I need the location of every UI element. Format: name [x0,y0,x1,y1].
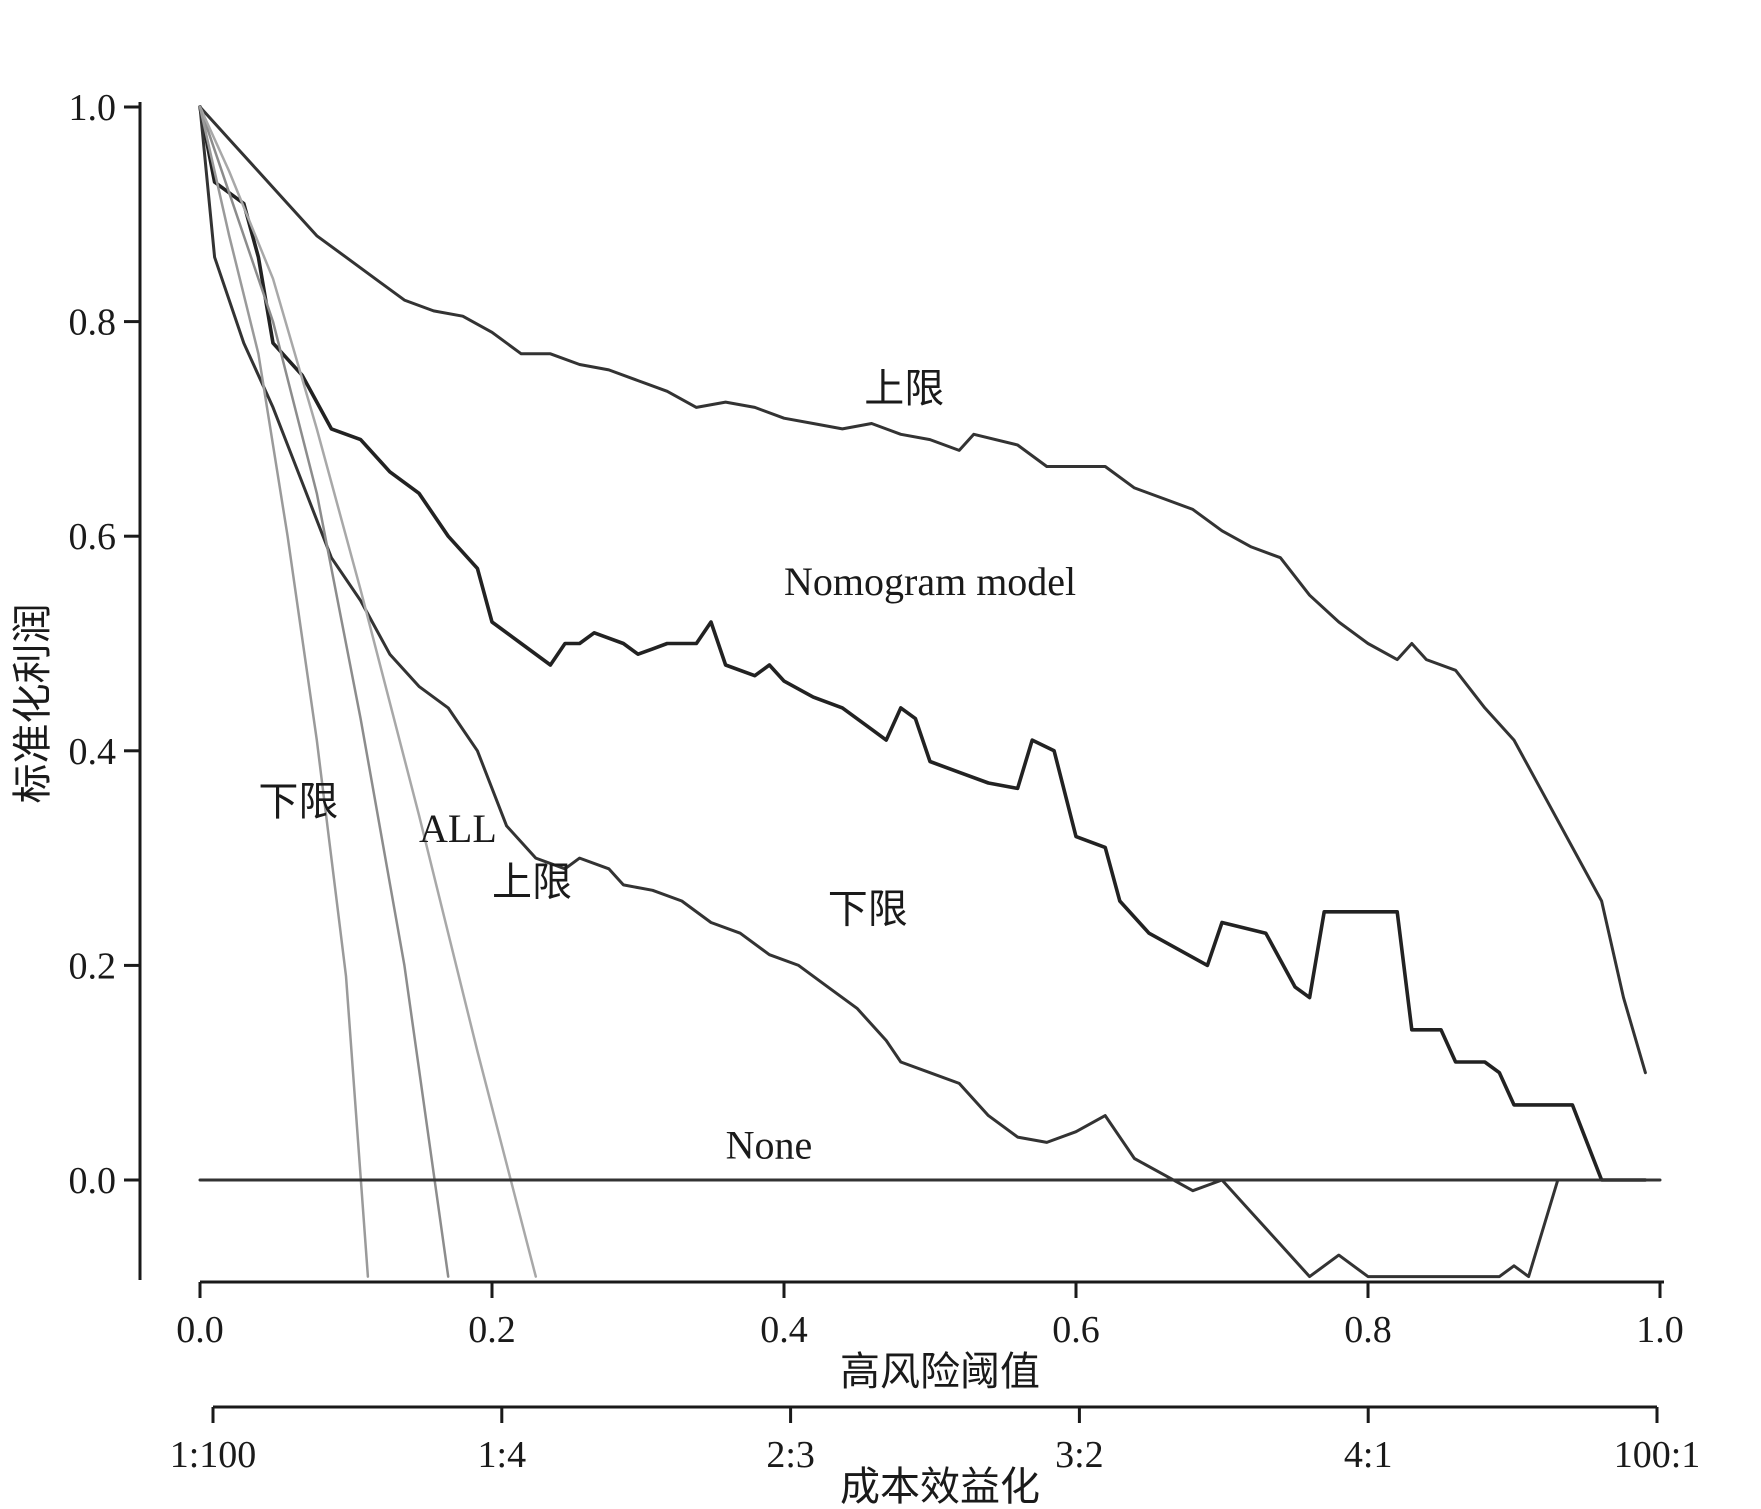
series-line-1 [198,105,1648,1182]
y-tick-label: 1.0 [69,87,117,129]
y-ticks: 0.0 0.2 0.4 0.6 0.8 1.0 [69,87,140,1202]
x-ticks: 0.0 0.2 0.4 0.6 0.8 1.0 [176,1282,1684,1351]
series-layer [198,105,1662,1279]
y-tick-label: 0.6 [69,516,117,558]
y-tick-label: 0.8 [69,302,117,344]
curve-annotation: ALL [419,806,497,851]
x-tick-label: 0.4 [760,1309,808,1351]
cost-benefit-tick-label: 2:3 [766,1434,815,1476]
x-tick-label: 0.8 [1344,1309,1392,1351]
series-line-3 [198,105,450,1278]
y-tick-label: 0.4 [69,731,117,773]
curve-annotation: None [726,1123,813,1168]
cost-benefit-tick-label: 3:2 [1055,1434,1104,1476]
cost-benefit-axis-label: 成本效益化 [840,1464,1040,1509]
series-line-2 [198,105,1560,1279]
cost-benefit-ticks: 1:100 1:4 2:3 3:2 4:1 100:1 [170,1407,1701,1476]
curve-annotation: 下限 [828,886,908,931]
curve-annotation: 上限 [492,860,572,905]
curve-annotation: Nomogram model [784,559,1076,604]
cost-benefit-tick-label: 100:1 [1614,1434,1701,1476]
y-tick-label: 0.0 [69,1160,117,1202]
cost-benefit-tick-label: 1:4 [478,1434,527,1476]
cost-benefit-tick-label: 4:1 [1344,1434,1393,1476]
x-axis-label: 高风险阈值 [840,1349,1040,1394]
x-tick-label: 0.2 [468,1309,516,1351]
y-tick-label: 0.2 [69,945,117,987]
series-line-0 [198,105,1647,1075]
y-axis-label: 标准化利润 [10,604,55,804]
x-tick-label: 0.0 [176,1309,224,1351]
series-line-4 [198,105,538,1278]
curve-annotation: 下限 [258,779,338,824]
x-tick-label: 0.6 [1052,1309,1100,1351]
cost-benefit-tick-label: 1:100 [170,1434,257,1476]
series-line-5 [198,105,370,1278]
axes [138,102,1664,1409]
x-tick-label: 1.0 [1636,1309,1684,1351]
curve-annotation: 上限 [864,366,944,411]
